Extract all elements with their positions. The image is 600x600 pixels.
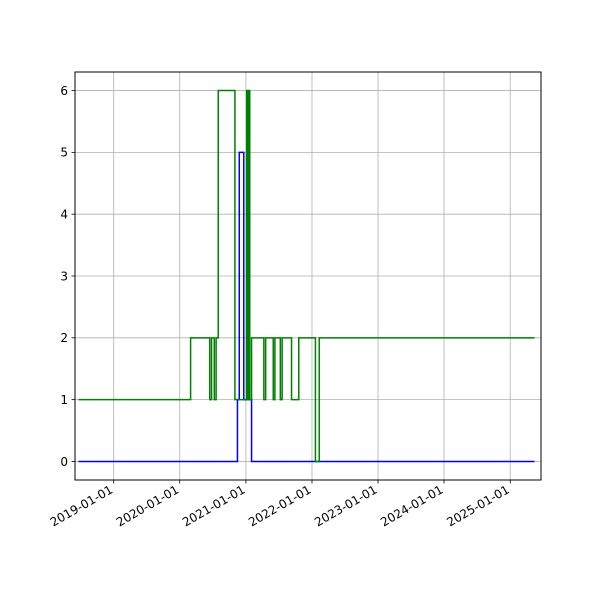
y-tick-label: 5 bbox=[60, 146, 68, 160]
y-tick-label: 2 bbox=[60, 331, 68, 345]
y-tick-label: 4 bbox=[60, 207, 68, 221]
y-tick-label: 6 bbox=[60, 84, 68, 98]
y-tick-label: 3 bbox=[60, 269, 68, 283]
y-tick-label: 0 bbox=[60, 455, 68, 469]
y-tick-label: 1 bbox=[60, 393, 68, 407]
series-line-2 bbox=[78, 89, 535, 463]
series-group bbox=[78, 89, 535, 463]
